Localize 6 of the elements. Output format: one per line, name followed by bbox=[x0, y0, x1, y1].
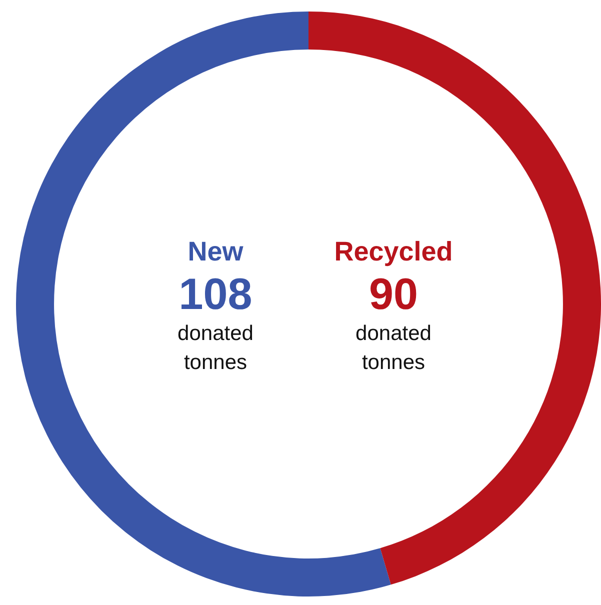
text: donated tonnes bbox=[356, 322, 432, 374]
data-label: 90 bbox=[369, 270, 418, 320]
slice-label: New bbox=[188, 236, 244, 266]
slice-label: Recycled bbox=[334, 236, 453, 266]
text: donated tonnes bbox=[178, 322, 254, 374]
data-label: 108 bbox=[178, 270, 252, 320]
